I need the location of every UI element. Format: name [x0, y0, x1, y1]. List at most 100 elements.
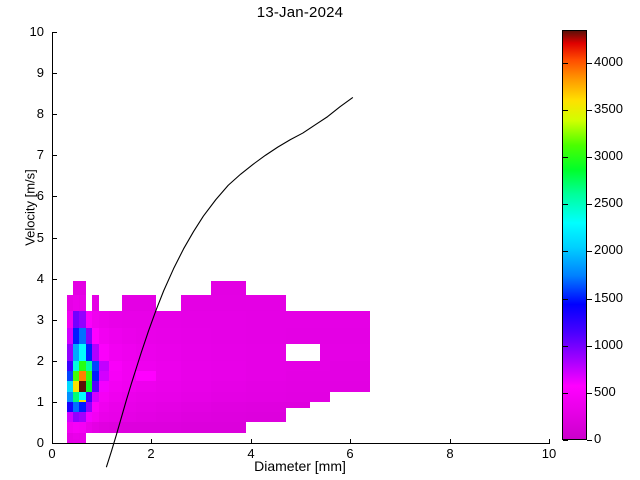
heatmap-cell	[330, 381, 371, 392]
heatmap-cell	[156, 344, 182, 361]
heatmap-cell	[121, 412, 137, 423]
heatmap-cell	[91, 311, 100, 328]
heatmap-cell	[99, 401, 110, 413]
colorbar-tick-inner	[563, 440, 568, 441]
heatmap-cell	[330, 360, 371, 372]
y-tick	[52, 279, 57, 280]
heatmap-cell	[66, 381, 73, 392]
colorbar-tick	[587, 346, 592, 347]
heatmap-cell	[285, 360, 331, 372]
heatmap-cell	[181, 371, 212, 382]
y-axis-label: Velocity [m/s]	[22, 169, 38, 246]
heatmap-cell	[156, 391, 182, 402]
heatmap-cell	[211, 327, 246, 345]
heatmap-cell	[121, 344, 137, 361]
y-tick-label: 1	[36, 394, 44, 409]
heatmap-cell	[211, 371, 246, 382]
heatmap-cell	[66, 391, 73, 402]
colorbar-tick-inner	[563, 346, 568, 347]
heatmap-cell	[211, 344, 246, 361]
heatmap-cell	[181, 422, 212, 433]
heatmap-cell	[109, 371, 122, 382]
heatmap-cell	[320, 344, 371, 361]
heatmap-cell	[285, 401, 311, 409]
heatmap-cell	[211, 422, 246, 433]
y-tick-label: 10	[29, 24, 44, 39]
heatmap-cell	[85, 360, 92, 372]
heatmap-cell	[91, 295, 100, 312]
heatmap-cell	[121, 381, 137, 392]
x-tick-label: 10	[541, 446, 557, 461]
heatmap-cell	[181, 381, 212, 392]
x-tick	[450, 439, 451, 444]
colorbar-tick	[587, 63, 592, 64]
heatmap-cell	[136, 327, 157, 345]
colorbar-tick-label: 3500	[594, 101, 623, 116]
heatmap-cell	[109, 327, 122, 345]
heatmap-cell	[79, 432, 86, 443]
colorbar-tick-label: 2000	[594, 242, 623, 257]
heatmap-cell	[156, 381, 182, 392]
heatmap-cell	[156, 327, 182, 345]
heatmap-cell	[66, 327, 73, 345]
heatmap-cell	[211, 280, 246, 296]
heatmap-cell	[85, 422, 92, 433]
heatmap-cell	[245, 401, 286, 413]
x-axis-line	[52, 443, 550, 444]
heatmap-cell	[136, 401, 157, 413]
heatmap-cell	[181, 311, 246, 328]
heatmap-cell	[181, 360, 212, 372]
x-axis-label: Diameter [mm]	[254, 458, 346, 474]
heatmap-cell	[85, 391, 92, 402]
heatmap-cell	[79, 371, 86, 382]
heatmap-cell	[99, 360, 110, 372]
colorbar-tick	[587, 204, 592, 205]
heatmap-cell	[72, 412, 80, 423]
heatmap-cell	[99, 391, 110, 402]
heatmap-cell	[245, 391, 286, 402]
heatmap-cell	[72, 371, 80, 382]
heatmap-cell	[109, 422, 122, 433]
heatmap-cell	[136, 422, 157, 433]
colorbar-tick-inner	[563, 299, 568, 300]
y-tick-label: 3	[36, 312, 44, 327]
heatmap-cell	[156, 311, 182, 328]
x-tick-label: 2	[147, 446, 155, 461]
heatmap-cell	[66, 401, 73, 413]
x-tick	[251, 439, 252, 444]
colorbar-tick-label: 4000	[594, 54, 623, 69]
heatmap-cell	[72, 438, 80, 443]
colorbar-tick	[587, 440, 592, 441]
colorbar	[562, 30, 587, 440]
heatmap-cell	[79, 280, 86, 296]
heatmap-cell	[245, 311, 371, 328]
heatmap-cell	[121, 371, 137, 382]
heatmap-cell	[72, 295, 80, 312]
heatmap-cell	[181, 295, 212, 312]
heatmap-cell	[91, 422, 100, 433]
heatmap-cell	[121, 311, 157, 328]
y-tick-label: 0	[36, 435, 44, 450]
heatmap-cell	[181, 344, 212, 361]
heatmap-cell	[109, 381, 122, 392]
heatmap-cell	[66, 360, 73, 372]
heatmap-cell	[66, 295, 73, 312]
heatmap-cell	[285, 371, 331, 382]
heatmap-cell	[85, 344, 92, 361]
heatmap-cell	[181, 327, 212, 345]
heatmap-cell	[136, 381, 157, 392]
heatmap-cell	[79, 295, 86, 312]
plot-area	[52, 32, 549, 468]
heatmap-cell	[109, 391, 122, 402]
heatmap-cell	[245, 381, 286, 392]
heatmap-cell	[91, 327, 100, 345]
heatmap-cell	[99, 412, 110, 423]
y-tick	[52, 361, 57, 362]
heatmap-cell	[85, 311, 92, 328]
heatmap-cell	[285, 391, 331, 402]
heatmap-cell	[66, 422, 73, 433]
heatmap-cell	[121, 360, 137, 372]
colorbar-tick	[587, 157, 592, 158]
heatmap-cell	[99, 381, 110, 392]
y-tick-label: 2	[36, 353, 44, 368]
